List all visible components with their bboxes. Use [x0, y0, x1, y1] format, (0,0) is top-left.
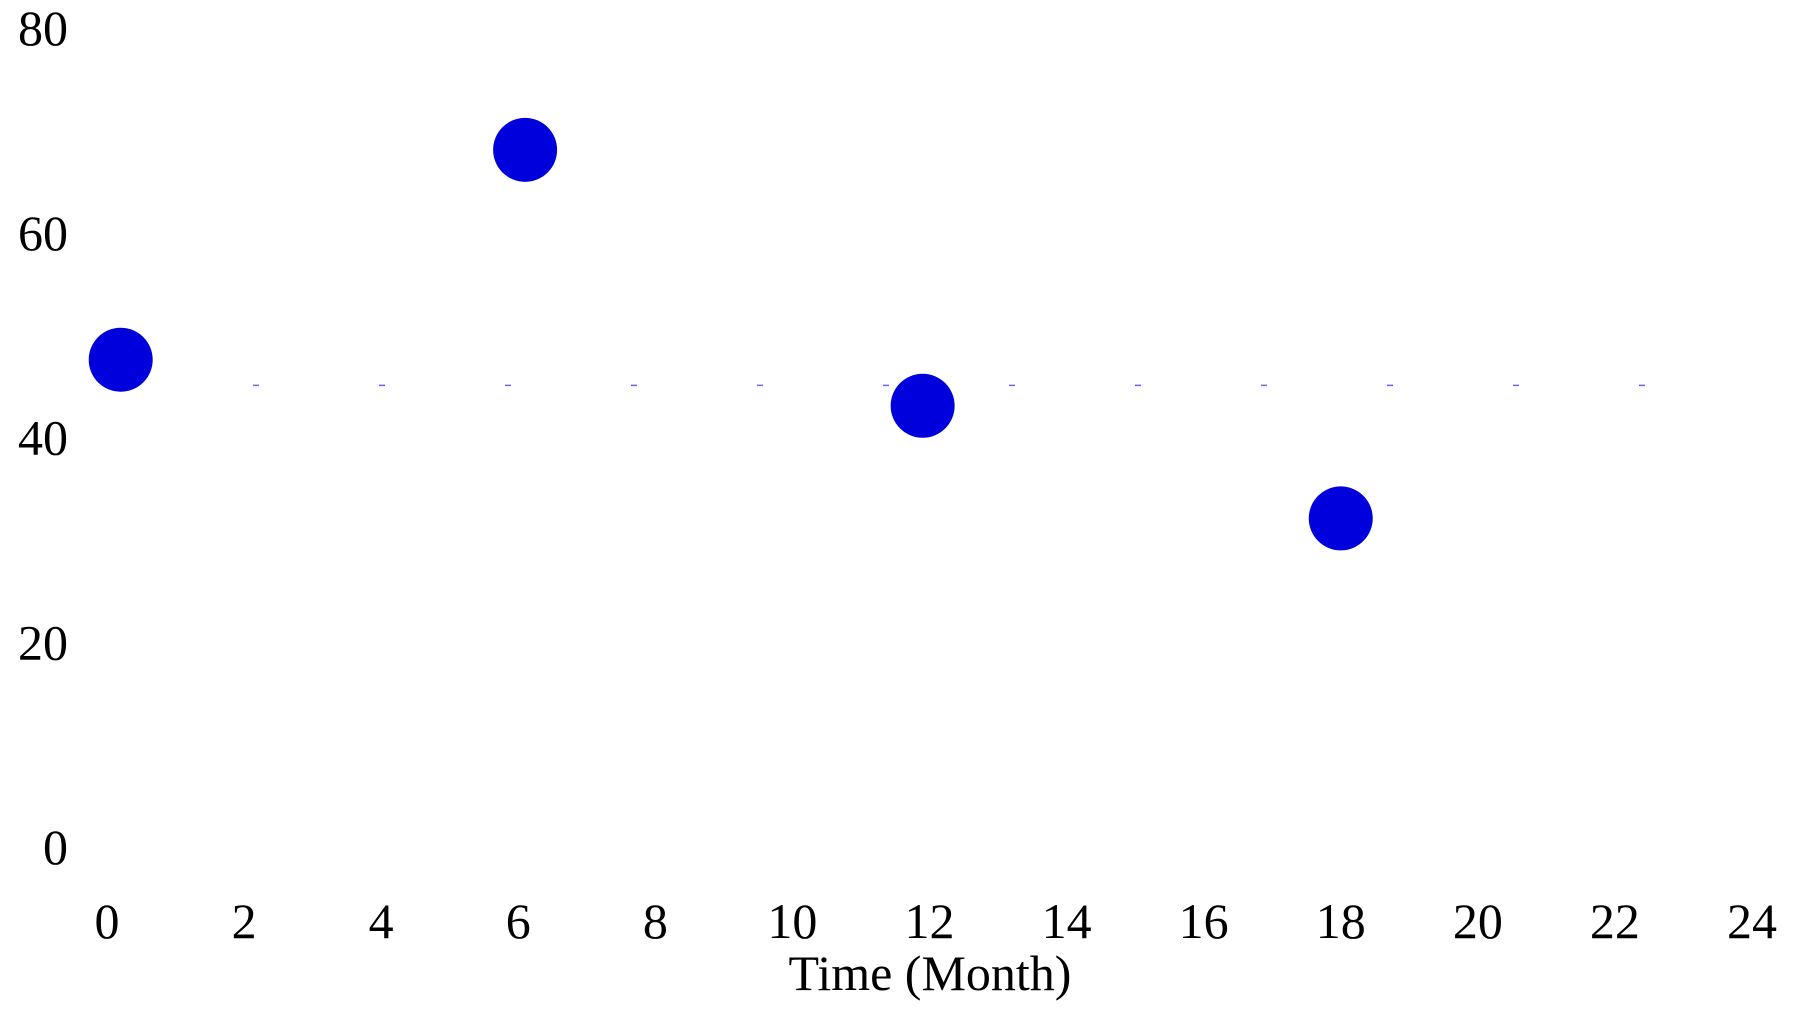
x-tick-label: 12 — [905, 893, 955, 949]
x-tick-label: 18 — [1316, 893, 1366, 949]
x-tick-label: 14 — [1042, 893, 1092, 949]
x-tick-label: 22 — [1590, 893, 1640, 949]
y-tick-label: 60 — [18, 205, 68, 261]
x-tick-label: 8 — [643, 893, 668, 949]
x-axis-tick-labels: 0 2 4 6 8 10 12 14 16 18 20 22 24 — [95, 893, 1778, 949]
y-tick-label: 20 — [18, 614, 68, 670]
y-tick-label: 40 — [18, 410, 68, 466]
x-tick-label: 0 — [95, 893, 120, 949]
x-tick-label: 20 — [1453, 893, 1503, 949]
x-tick-label: 2 — [232, 893, 257, 949]
x-tick-label: 16 — [1179, 893, 1229, 949]
data-point — [890, 373, 955, 438]
y-axis-tick-labels: 0 20 40 60 80 — [18, 0, 68, 875]
x-axis-title: Time (Month) — [789, 945, 1072, 1001]
data-point — [88, 327, 153, 392]
x-tick-label: 24 — [1727, 893, 1777, 949]
x-tick-label: 6 — [506, 893, 531, 949]
data-point — [1308, 486, 1373, 551]
x-tick-label: 10 — [767, 893, 817, 949]
y-tick-label: 0 — [43, 819, 68, 875]
data-point — [493, 117, 558, 182]
x-tick-label: 4 — [369, 893, 394, 949]
data-points — [88, 117, 1373, 551]
y-tick-label: 80 — [18, 0, 68, 56]
